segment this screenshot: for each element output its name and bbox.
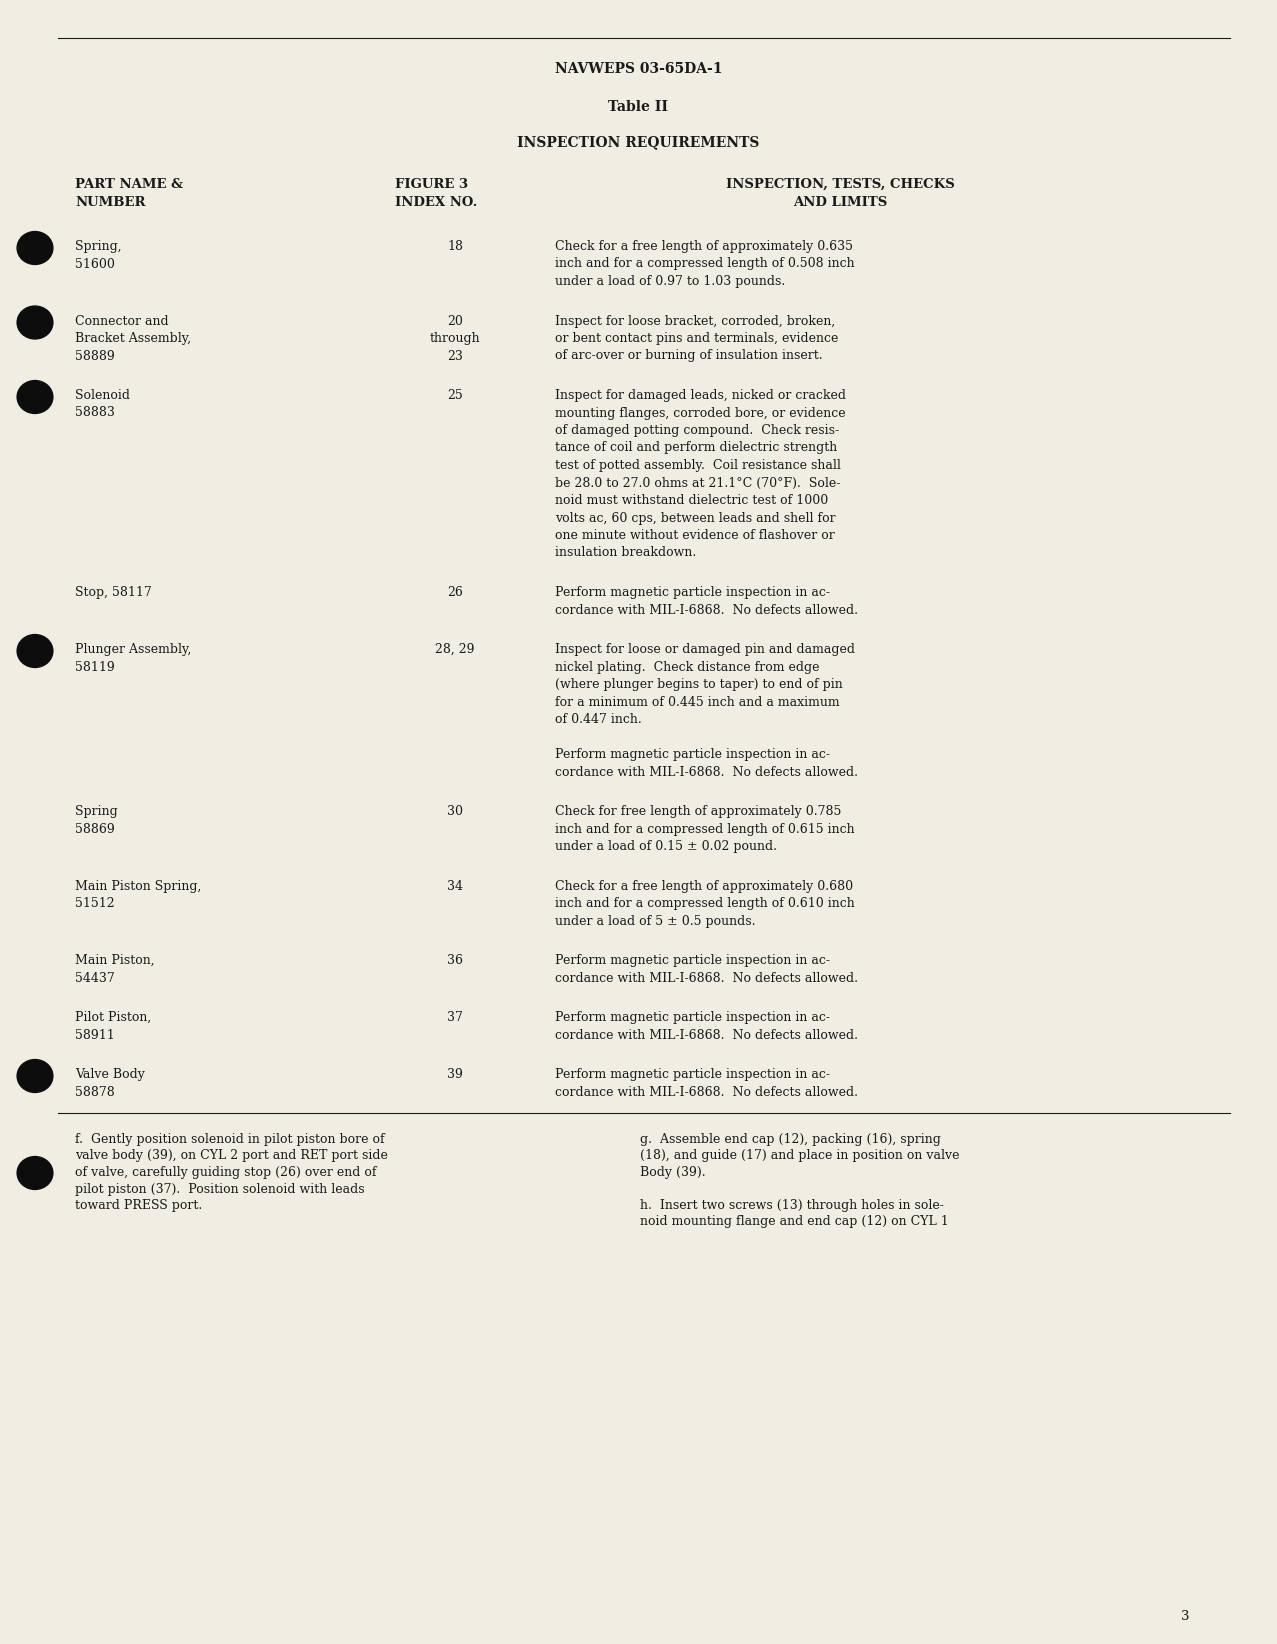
Text: noid mounting flange and end cap (12) on CYL 1: noid mounting flange and end cap (12) on… <box>640 1215 949 1228</box>
Text: 34: 34 <box>447 880 464 893</box>
Text: 28, 29: 28, 29 <box>435 643 475 656</box>
Text: noid must withstand dielectric test of 1000: noid must withstand dielectric test of 1… <box>555 493 829 506</box>
Text: 58869: 58869 <box>75 822 115 835</box>
Text: 36: 36 <box>447 954 464 967</box>
Text: insulation breakdown.: insulation breakdown. <box>555 546 696 559</box>
Text: Perform magnetic particle inspection in ac-: Perform magnetic particle inspection in … <box>555 585 830 598</box>
Text: Body (39).: Body (39). <box>640 1166 706 1179</box>
Text: g.  Assemble end cap (12), packing (16), spring: g. Assemble end cap (12), packing (16), … <box>640 1133 941 1146</box>
Text: Solenoid: Solenoid <box>75 390 130 403</box>
Text: 58878: 58878 <box>75 1085 115 1098</box>
Text: NAVWEPS 03-65DA-1: NAVWEPS 03-65DA-1 <box>554 62 723 76</box>
Text: one minute without evidence of flashover or: one minute without evidence of flashover… <box>555 529 835 543</box>
Text: cordance with MIL-I-6868.  No defects allowed.: cordance with MIL-I-6868. No defects all… <box>555 603 858 616</box>
Text: Perform magnetic particle inspection in ac-: Perform magnetic particle inspection in … <box>555 748 830 761</box>
Ellipse shape <box>17 232 52 265</box>
Text: cordance with MIL-I-6868.  No defects allowed.: cordance with MIL-I-6868. No defects all… <box>555 1029 858 1042</box>
Text: f.  Gently position solenoid in pilot piston bore of: f. Gently position solenoid in pilot pis… <box>75 1133 384 1146</box>
Text: h.  Insert two screws (13) through holes in sole-: h. Insert two screws (13) through holes … <box>640 1198 944 1212</box>
Text: 25: 25 <box>447 390 462 403</box>
Text: 23: 23 <box>447 350 464 362</box>
Text: NUMBER: NUMBER <box>75 196 146 209</box>
Text: 51512: 51512 <box>75 898 115 911</box>
Text: Table II: Table II <box>609 100 668 113</box>
Text: of valve, carefully guiding stop (26) over end of: of valve, carefully guiding stop (26) ov… <box>75 1166 377 1179</box>
Text: 54437: 54437 <box>75 972 115 985</box>
Text: under a load of 5 ± 0.5 pounds.: under a load of 5 ± 0.5 pounds. <box>555 914 756 927</box>
Text: Plunger Assembly,: Plunger Assembly, <box>75 643 192 656</box>
Text: through: through <box>429 332 480 345</box>
Text: of damaged potting compound.  Check resis-: of damaged potting compound. Check resis… <box>555 424 839 437</box>
Text: for a minimum of 0.445 inch and a maximum: for a minimum of 0.445 inch and a maximu… <box>555 695 839 709</box>
Text: Bracket Assembly,: Bracket Assembly, <box>75 332 192 345</box>
Text: INSPECTION, TESTS, CHECKS: INSPECTION, TESTS, CHECKS <box>725 178 954 191</box>
Text: under a load of 0.97 to 1.03 pounds.: under a load of 0.97 to 1.03 pounds. <box>555 275 785 288</box>
Text: Main Piston Spring,: Main Piston Spring, <box>75 880 202 893</box>
Text: Inspect for loose bracket, corroded, broken,: Inspect for loose bracket, corroded, bro… <box>555 314 835 327</box>
Text: under a load of 0.15 ± 0.02 pound.: under a load of 0.15 ± 0.02 pound. <box>555 840 776 853</box>
Text: Spring: Spring <box>75 806 117 819</box>
Text: Check for free length of approximately 0.785: Check for free length of approximately 0… <box>555 806 842 819</box>
Text: FIGURE 3: FIGURE 3 <box>395 178 469 191</box>
Text: be 28.0 to 27.0 ohms at 21.1°C (70°F).  Sole-: be 28.0 to 27.0 ohms at 21.1°C (70°F). S… <box>555 477 840 490</box>
Text: Inspect for loose or damaged pin and damaged: Inspect for loose or damaged pin and dam… <box>555 643 856 656</box>
Text: pilot piston (37).  Position solenoid with leads: pilot piston (37). Position solenoid wit… <box>75 1182 365 1195</box>
Ellipse shape <box>17 306 52 339</box>
Text: 3: 3 <box>1181 1609 1189 1623</box>
Text: Perform magnetic particle inspection in ac-: Perform magnetic particle inspection in … <box>555 1069 830 1082</box>
Text: 58889: 58889 <box>75 350 115 362</box>
Text: of arc-over or burning of insulation insert.: of arc-over or burning of insulation ins… <box>555 350 822 362</box>
Text: Pilot Piston,: Pilot Piston, <box>75 1011 151 1024</box>
Ellipse shape <box>17 1060 52 1093</box>
Text: nickel plating.  Check distance from edge: nickel plating. Check distance from edge <box>555 661 820 674</box>
Text: (18), and guide (17) and place in position on valve: (18), and guide (17) and place in positi… <box>640 1149 959 1162</box>
Text: Valve Body: Valve Body <box>75 1069 144 1082</box>
Text: 30: 30 <box>447 806 464 819</box>
Text: Spring,: Spring, <box>75 240 121 253</box>
Text: Stop, 58117: Stop, 58117 <box>75 585 152 598</box>
Text: Main Piston,: Main Piston, <box>75 954 155 967</box>
Ellipse shape <box>17 635 52 667</box>
Text: 18: 18 <box>447 240 464 253</box>
Text: or bent contact pins and terminals, evidence: or bent contact pins and terminals, evid… <box>555 332 839 345</box>
Text: cordance with MIL-I-6868.  No defects allowed.: cordance with MIL-I-6868. No defects all… <box>555 766 858 779</box>
Text: toward PRESS port.: toward PRESS port. <box>75 1198 202 1212</box>
Text: cordance with MIL-I-6868.  No defects allowed.: cordance with MIL-I-6868. No defects all… <box>555 972 858 985</box>
Text: 58883: 58883 <box>75 406 115 419</box>
Text: Perform magnetic particle inspection in ac-: Perform magnetic particle inspection in … <box>555 1011 830 1024</box>
Text: Inspect for damaged leads, nicked or cracked: Inspect for damaged leads, nicked or cra… <box>555 390 845 403</box>
Text: Check for a free length of approximately 0.635: Check for a free length of approximately… <box>555 240 853 253</box>
Text: inch and for a compressed length of 0.610 inch: inch and for a compressed length of 0.61… <box>555 898 854 911</box>
Text: inch and for a compressed length of 0.615 inch: inch and for a compressed length of 0.61… <box>555 822 854 835</box>
Text: 58119: 58119 <box>75 661 115 674</box>
Text: tance of coil and perform dielectric strength: tance of coil and perform dielectric str… <box>555 442 838 454</box>
Text: Check for a free length of approximately 0.680: Check for a free length of approximately… <box>555 880 853 893</box>
Text: of 0.447 inch.: of 0.447 inch. <box>555 713 642 727</box>
Text: cordance with MIL-I-6868.  No defects allowed.: cordance with MIL-I-6868. No defects all… <box>555 1085 858 1098</box>
Text: 58911: 58911 <box>75 1029 115 1042</box>
Text: (where plunger begins to taper) to end of pin: (where plunger begins to taper) to end o… <box>555 677 843 690</box>
Text: Perform magnetic particle inspection in ac-: Perform magnetic particle inspection in … <box>555 954 830 967</box>
Text: volts ac, 60 cps, between leads and shell for: volts ac, 60 cps, between leads and shel… <box>555 511 835 524</box>
Text: 51600: 51600 <box>75 258 115 271</box>
Text: 37: 37 <box>447 1011 464 1024</box>
Text: INDEX NO.: INDEX NO. <box>395 196 478 209</box>
Ellipse shape <box>17 380 52 413</box>
Text: INSPECTION REQUIREMENTS: INSPECTION REQUIREMENTS <box>517 135 760 150</box>
Text: Connector and: Connector and <box>75 314 169 327</box>
Text: 26: 26 <box>447 585 464 598</box>
Ellipse shape <box>17 1157 52 1190</box>
Text: inch and for a compressed length of 0.508 inch: inch and for a compressed length of 0.50… <box>555 258 854 271</box>
Text: AND LIMITS: AND LIMITS <box>793 196 888 209</box>
Text: PART NAME &: PART NAME & <box>75 178 183 191</box>
Text: valve body (39), on CYL 2 port and RET port side: valve body (39), on CYL 2 port and RET p… <box>75 1149 388 1162</box>
Text: mounting flanges, corroded bore, or evidence: mounting flanges, corroded bore, or evid… <box>555 406 845 419</box>
Text: 39: 39 <box>447 1069 464 1082</box>
Text: 20: 20 <box>447 314 464 327</box>
Text: test of potted assembly.  Coil resistance shall: test of potted assembly. Coil resistance… <box>555 459 840 472</box>
